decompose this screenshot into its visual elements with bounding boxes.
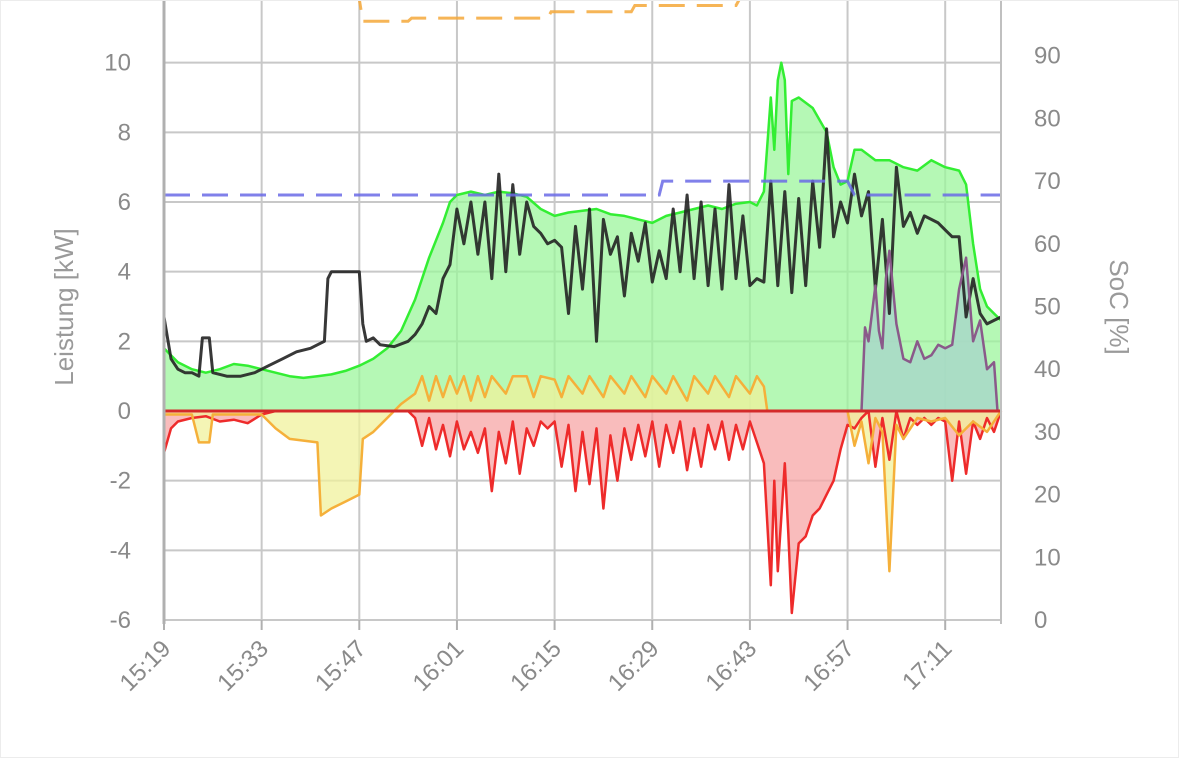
x-tick-label: 16:15 bbox=[505, 635, 567, 697]
y-axis-title: Leistung [kW] bbox=[49, 228, 79, 386]
ev_charging-line bbox=[860, 249, 999, 412]
y2-tick-label: 60 bbox=[1034, 231, 1061, 258]
y2-tick-label: 0 bbox=[1034, 607, 1047, 634]
y2-tick-label: 50 bbox=[1034, 294, 1061, 321]
battery-area bbox=[164, 376, 1001, 572]
y2-axis-title: SoC [%] bbox=[1104, 259, 1134, 354]
x-tick-label: 16:43 bbox=[701, 635, 763, 697]
y-tick-label: 6 bbox=[118, 189, 131, 216]
x-tick-label: 15:47 bbox=[310, 635, 372, 697]
limit-line bbox=[164, 179, 1001, 197]
battery-line bbox=[164, 374, 1003, 573]
pv-area bbox=[164, 62, 1001, 411]
y-tick-label: 8 bbox=[118, 119, 131, 146]
y-tick-label: 12 bbox=[104, 1, 131, 7]
y-tick-label: -4 bbox=[110, 537, 131, 564]
x-tick-label: 17:11 bbox=[897, 635, 957, 695]
y2-tick-label: 100 bbox=[1034, 1, 1074, 7]
y2-tick-label: 40 bbox=[1034, 356, 1061, 383]
series-areas bbox=[164, 62, 1001, 613]
x-tick-label: 16:57 bbox=[798, 635, 860, 697]
y-tick-label: 0 bbox=[118, 398, 131, 425]
series-lines bbox=[162, 1, 1003, 615]
y2-tick-label: 80 bbox=[1034, 105, 1061, 132]
grid-line bbox=[162, 409, 1003, 615]
y2-tick-label: 10 bbox=[1034, 544, 1061, 571]
pv-line bbox=[163, 61, 1002, 380]
y2-tick-label: 90 bbox=[1034, 43, 1061, 70]
y2-tick-label: 30 bbox=[1034, 419, 1061, 446]
y2-tick-label: 70 bbox=[1034, 168, 1061, 195]
x-tick-label: 16:01 bbox=[408, 635, 470, 697]
soc-line bbox=[358, 1, 741, 23]
y-tick-label: -6 bbox=[110, 607, 131, 634]
grid-area bbox=[164, 411, 1001, 613]
x-tick-label: 15:33 bbox=[212, 635, 274, 697]
y-tick-label: -2 bbox=[110, 468, 131, 495]
x-tick-label: 15:19 bbox=[115, 635, 177, 697]
x-tick-label: 16:29 bbox=[603, 635, 665, 697]
y2-tick-label: 20 bbox=[1034, 482, 1061, 509]
y-tick-label: 10 bbox=[104, 50, 131, 77]
y-tick-label: 4 bbox=[118, 259, 131, 286]
consumption-line bbox=[162, 127, 1002, 378]
y-tick-label: 2 bbox=[118, 328, 131, 355]
